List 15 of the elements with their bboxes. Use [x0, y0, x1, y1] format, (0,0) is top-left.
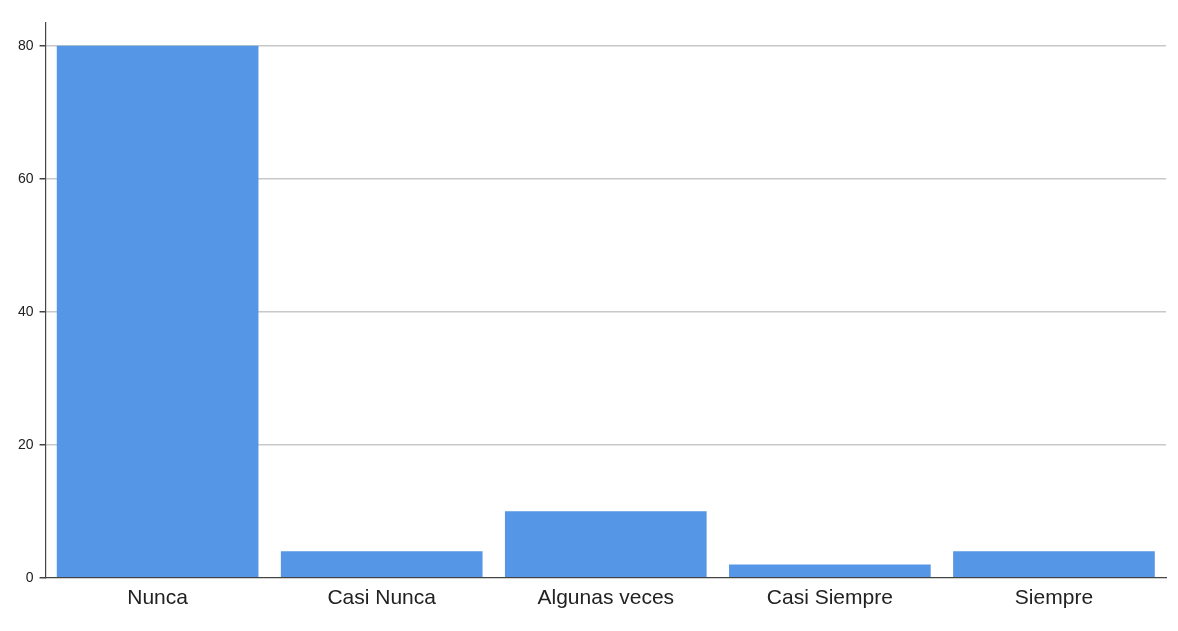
x-tick-label: Siempre [1014, 585, 1094, 609]
bar [953, 551, 1155, 578]
x-tick-label: Nunca [127, 585, 189, 609]
bar [56, 45, 259, 578]
x-tick-label: Casi Siempre [766, 585, 893, 609]
y-tick-label: 80 [17, 36, 34, 53]
y-tick-label: 0 [25, 568, 34, 585]
x-tick-label: Algunas veces [537, 585, 675, 609]
y-tick-label: 20 [17, 435, 34, 452]
y-tick-label: 60 [17, 169, 34, 186]
bar [729, 564, 931, 578]
y-tick-label: 40 [17, 302, 34, 319]
bar [280, 551, 483, 578]
bar [504, 511, 707, 578]
x-tick-label: Casi Nunca [327, 585, 437, 609]
